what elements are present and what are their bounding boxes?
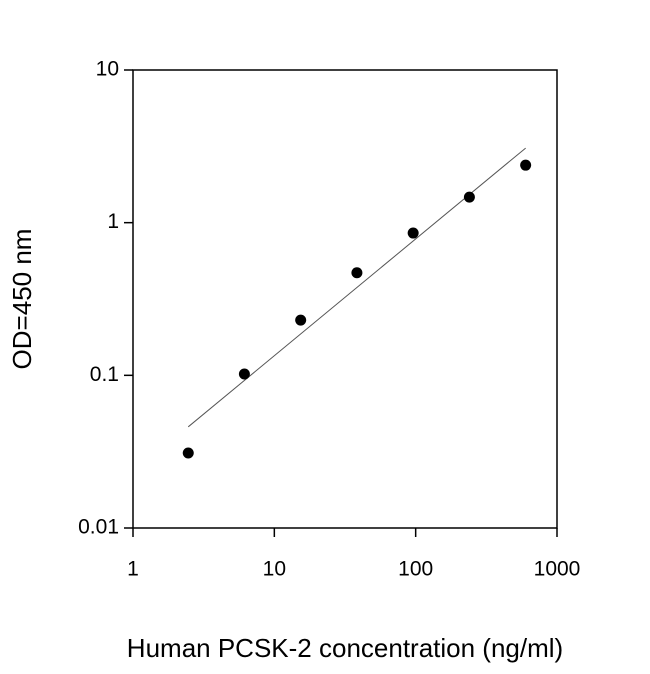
x-tick-label: 100 bbox=[398, 558, 433, 581]
fit-line bbox=[187, 147, 526, 428]
y-tick-label: 1 bbox=[107, 210, 119, 233]
x-tick-label: 10 bbox=[263, 558, 286, 581]
data-point bbox=[463, 191, 475, 203]
y-tick-label: 10 bbox=[96, 58, 119, 81]
y-tick-label: 0.01 bbox=[78, 516, 119, 539]
plot-frame bbox=[132, 69, 558, 529]
x-tick-label: 1 bbox=[127, 558, 139, 581]
y-axis-label: OD=450 nm bbox=[7, 229, 37, 370]
data-point bbox=[351, 267, 363, 279]
x-tick-label: 1000 bbox=[534, 558, 581, 581]
y-tick-label: 0.1 bbox=[90, 363, 119, 386]
data-point bbox=[295, 314, 307, 326]
x-axis-label: Human PCSK-2 concentration (ng/ml) bbox=[127, 633, 563, 663]
data-point bbox=[407, 227, 419, 239]
data-point bbox=[238, 368, 250, 380]
data-point bbox=[520, 159, 532, 171]
data-point bbox=[182, 447, 194, 459]
